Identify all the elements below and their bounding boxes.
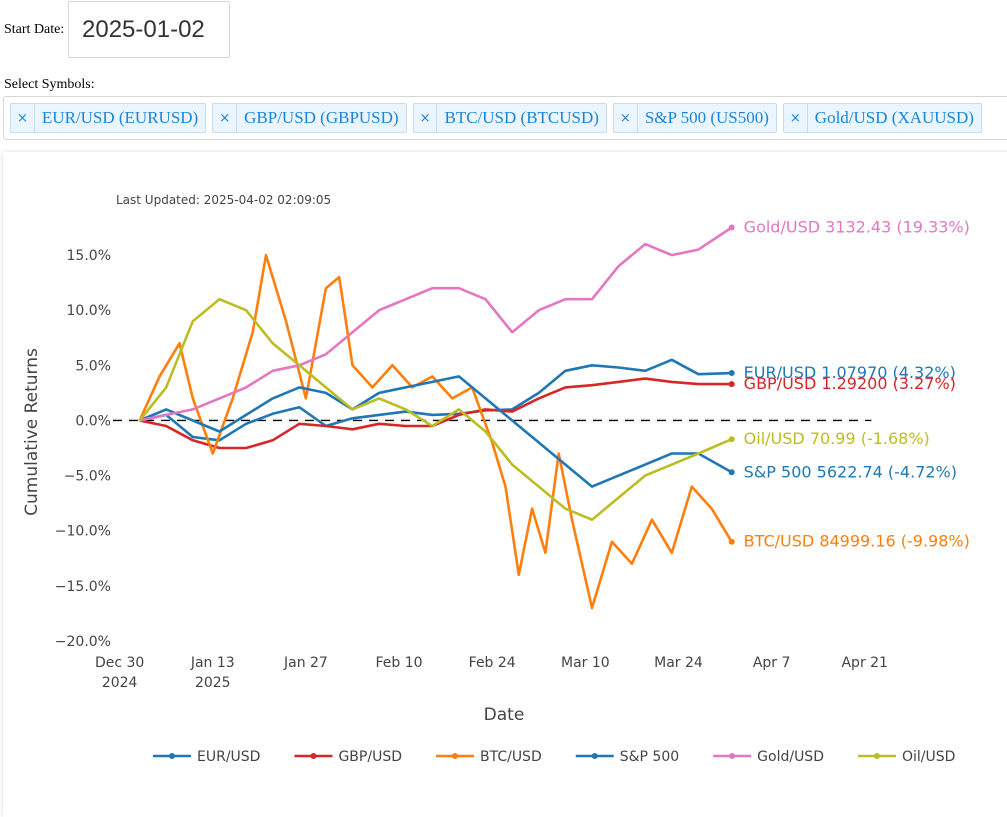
symbol-tag-label: Gold/USD (XAUUSD): [814, 108, 974, 127]
y-axis-title: Cumulative Returns: [22, 348, 42, 516]
symbol-tag: × BTC/USD (BTCUSD): [412, 103, 607, 133]
x-tick-label: Mar 24: [654, 655, 703, 671]
selected-symbols: × EUR/USD (EURUSD) × GBP/USD (GBPUSD) × BTC/U…: [10, 103, 982, 133]
y-tick-label: −10.0%: [55, 524, 111, 540]
y-tick-label: 15.0%: [67, 248, 111, 264]
remove-symbol-icon[interactable]: ×: [11, 104, 35, 132]
remove-symbol-icon[interactable]: ×: [614, 104, 638, 132]
remove-symbol-icon[interactable]: ×: [784, 104, 808, 132]
symbol-tag: × EUR/USD (EURUSD): [10, 103, 207, 133]
symbol-tag: × GBP/USD (GBPUSD): [212, 103, 407, 133]
legend-item-label: EUR/USD: [197, 749, 260, 765]
legend-item-label: BTC/USD: [480, 749, 542, 765]
series-end-marker: [728, 538, 735, 545]
series-end-label: BTC/USD 84999.16 (-9.98%): [744, 532, 970, 551]
legend-swatch-marker: [310, 753, 317, 759]
legend-swatch-marker: [591, 753, 598, 759]
series-line: [138, 253, 733, 610]
remove-symbol-icon[interactable]: ×: [213, 104, 238, 132]
legend-swatch-marker: [729, 753, 736, 759]
x-tick-label: Jan 13: [190, 655, 235, 671]
cumulative-returns-chart: Last Updated: 2025-04-02 02:09:05 15.0% 10…: [22, 193, 970, 765]
symbol-tag-label: GBP/USD (GBPUSD): [244, 108, 399, 127]
series-end-label: Gold/USD 3132.43 (19.33%): [744, 218, 970, 237]
y-tick-label: −5.0%: [64, 469, 111, 485]
symbols-multiselect[interactable]: × EUR/USD (EURUSD) × GBP/USD (GBPUSD) × BTC/U…: [3, 96, 1007, 140]
start-date-input[interactable]: 2025-01-02: [68, 1, 230, 58]
series-end-label: S&P 500 5622.74 (-4.72%): [744, 462, 957, 481]
series-end-label: Oil/USD 70.99 (-1.68%): [744, 429, 930, 448]
x-tick-label: Mar 10: [561, 655, 610, 671]
legend-item-label: Oil/USD: [902, 749, 955, 765]
legend-swatch-marker: [451, 753, 458, 759]
series-end-marker: [728, 381, 735, 388]
series-end-marker: [728, 370, 735, 377]
series-end-marker: [728, 224, 735, 231]
chart-card: Last Updated: 2025-04-02 02:09:05 15.0% 10…: [3, 152, 1007, 817]
x-tick-label: Feb 10: [376, 655, 423, 671]
series-line: [139, 358, 732, 442]
series-end-marker: [728, 436, 735, 443]
y-tick-label: 0.0%: [75, 413, 111, 429]
y-tick-label: −15.0%: [55, 579, 111, 595]
y-tick-label: −20.0%: [55, 634, 111, 650]
start-date-label: Start Date:: [4, 22, 65, 37]
x-tick-label: Apr 7: [753, 655, 791, 671]
remove-symbol-icon[interactable]: ×: [414, 104, 438, 132]
legend-swatch-marker: [169, 753, 175, 759]
x-tick-label: Jan 27: [283, 655, 328, 671]
legend-item-label: Gold/USD: [757, 749, 824, 765]
series-end-label: EUR/USD 1.07970 (4.32%): [744, 363, 956, 382]
y-tick-label: 5.0%: [75, 358, 111, 374]
symbol-tag-label: S&P 500 (US500): [644, 108, 769, 127]
symbol-tag-label: EUR/USD (EURUSD): [41, 108, 199, 127]
series-end-label: GBP/USD 1.29200 (3.27%): [744, 374, 956, 393]
series-end-marker: [728, 469, 735, 476]
x-tick-label: Feb 24: [469, 655, 516, 671]
symbol-tag: × S&P 500 (US500): [612, 103, 777, 133]
x-axis-title: Date: [484, 705, 525, 725]
x-tick-label: 2025: [195, 675, 231, 691]
select-symbols-label: Select Symbols:: [4, 77, 95, 92]
series-line: [138, 297, 733, 522]
legend-swatch-marker: [873, 753, 880, 759]
x-tick-label: 2024: [102, 675, 138, 691]
x-tick-label: Apr 21: [841, 655, 887, 671]
symbol-tag-label: BTC/USD (BTCUSD): [444, 108, 599, 127]
legend-item-label: S&P 500: [620, 749, 679, 765]
legend-item-label: GBP/USD: [338, 749, 402, 765]
symbol-tag: × Gold/USD (XAUUSD): [782, 103, 982, 133]
y-tick-label: 10.0%: [67, 303, 111, 319]
last-updated-annotation: Last Updated: 2025-04-02 02:09:05: [116, 193, 331, 207]
series-line: [139, 226, 733, 422]
x-tick-label: Dec 30: [95, 655, 144, 671]
series-line: [139, 375, 733, 488]
